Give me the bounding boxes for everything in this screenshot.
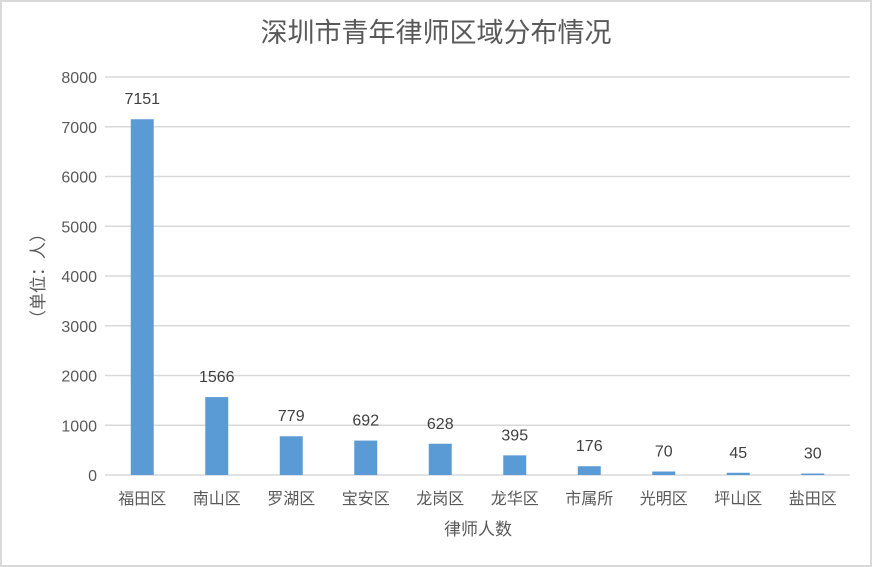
- bar: [428, 443, 452, 475]
- data-label: 395: [501, 427, 528, 444]
- data-label: 628: [427, 416, 454, 433]
- y-tick-label: 6000: [61, 170, 97, 187]
- y-tick-label: 8000: [61, 70, 97, 87]
- x-tick-label: 罗湖区: [267, 489, 315, 508]
- data-label: 779: [278, 408, 305, 425]
- bar: [577, 466, 601, 475]
- x-tick-label: 坪山区: [714, 489, 762, 508]
- y-tick-label: 2000: [61, 369, 97, 386]
- x-tick-label: 龙岗区: [416, 489, 464, 508]
- y-tick-label: 3000: [61, 319, 97, 336]
- x-tick-label: 龙华区: [491, 489, 539, 508]
- bar: [205, 397, 229, 475]
- y-tick-label: 7000: [61, 120, 97, 137]
- y-tick-label: 4000: [61, 269, 97, 286]
- data-label: 30: [804, 446, 822, 463]
- bar: [354, 440, 378, 475]
- bar: [726, 472, 750, 475]
- x-tick-label: 福田区: [118, 489, 166, 508]
- data-label: 70: [655, 444, 673, 461]
- data-label: 7151: [124, 91, 160, 108]
- x-tick-label: 宝安区: [342, 489, 390, 508]
- y-tick-label: 5000: [61, 219, 97, 236]
- x-tick-label: 盐田区: [789, 489, 837, 508]
- bar: [130, 119, 154, 476]
- bar: [801, 473, 825, 475]
- data-label: 1566: [199, 369, 235, 386]
- y-tick-label: 1000: [61, 418, 97, 435]
- bar: [652, 471, 676, 475]
- chart-title: 深圳市青年律师区域分布情况: [261, 18, 612, 49]
- data-label: 692: [352, 413, 379, 430]
- x-tick-label: 光明区: [640, 489, 688, 508]
- x-tick-label: 市属所: [565, 489, 613, 508]
- data-label: 176: [576, 438, 603, 455]
- x-tick-label: 南山区: [193, 489, 241, 508]
- bar: [279, 436, 303, 475]
- x-axis-title: 律师人数: [444, 520, 512, 540]
- y-tick-label: 0: [88, 468, 97, 485]
- y-axis-title: （单位：人）: [29, 225, 49, 327]
- data-label: 45: [729, 445, 747, 462]
- bar: [503, 455, 527, 475]
